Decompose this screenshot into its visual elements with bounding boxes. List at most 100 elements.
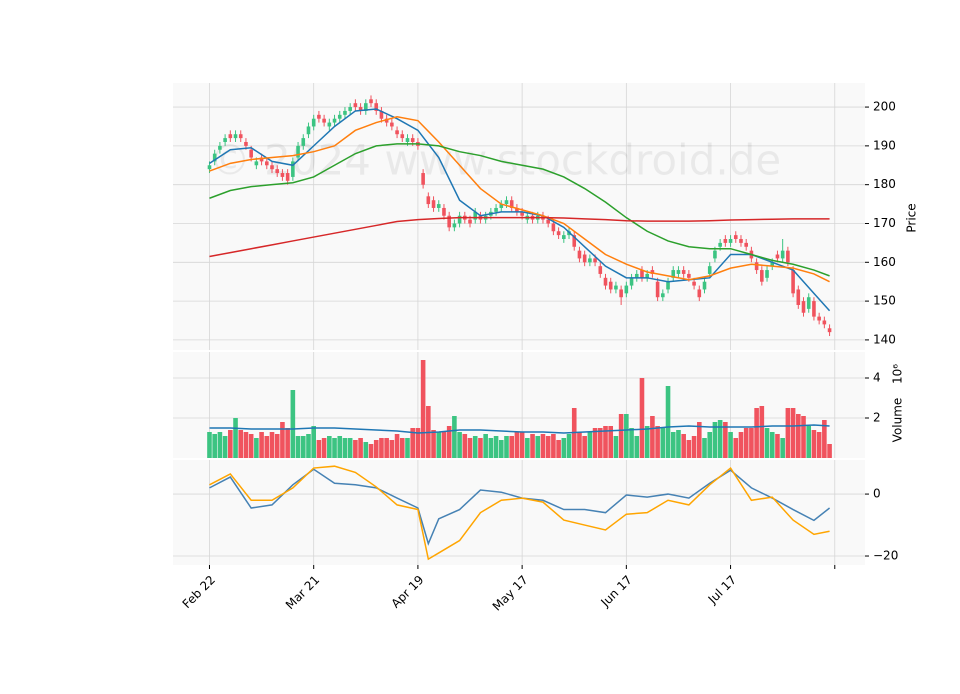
volume-bar — [233, 418, 238, 458]
candle-body — [228, 134, 233, 139]
volume-bar — [759, 406, 765, 458]
volume-bar — [613, 436, 619, 458]
volume-bar — [498, 440, 504, 458]
volume-bar — [577, 432, 582, 458]
volume-bar — [217, 432, 223, 458]
candle-body — [806, 297, 811, 309]
candle-body — [765, 270, 769, 278]
volume-bar — [624, 414, 629, 458]
candle-body — [457, 215, 462, 224]
volume-bar — [556, 440, 561, 458]
candle-body — [681, 270, 686, 274]
candle-body — [254, 161, 259, 166]
candle-body — [301, 138, 306, 146]
volume-bar — [796, 414, 801, 458]
candle-body — [676, 270, 681, 274]
candle-body — [447, 215, 451, 228]
volume-bar — [420, 360, 426, 458]
candle-body — [218, 145, 222, 150]
volume-bar — [540, 434, 546, 458]
candle-body — [400, 134, 405, 139]
candle-body — [754, 262, 759, 271]
volume-bar — [790, 408, 796, 458]
candle-body — [410, 138, 415, 142]
line — [209, 424, 830, 434]
volume-bar — [665, 386, 671, 458]
candle-body — [577, 250, 582, 259]
candle-body — [655, 281, 660, 298]
volume-bar — [337, 436, 343, 458]
candle-body — [588, 258, 592, 263]
candle-body — [327, 122, 332, 127]
candle-body — [551, 223, 556, 232]
volume-bar — [306, 434, 311, 458]
volume-bar — [618, 414, 624, 458]
volume-bar — [264, 436, 270, 458]
candle-body — [707, 266, 712, 274]
candle-body — [786, 250, 790, 263]
candle-body — [666, 281, 670, 290]
volume-bar — [254, 438, 259, 458]
candle-body — [296, 145, 300, 158]
volume-bar — [769, 432, 775, 458]
volume-bar — [405, 438, 410, 458]
volume-bar — [431, 430, 436, 458]
volume-bar — [228, 430, 233, 458]
volume-bar — [462, 434, 468, 458]
candle-body — [504, 200, 509, 205]
candle-body — [223, 138, 227, 142]
x-tick-label: May 17 — [490, 573, 531, 614]
volume-bar — [733, 438, 739, 458]
volume-bar — [754, 408, 759, 458]
line — [209, 465, 830, 561]
candle-body — [306, 126, 311, 135]
volume-bar — [509, 436, 515, 458]
candle-body — [650, 270, 655, 274]
candle-body — [322, 118, 326, 123]
volume-bar — [728, 432, 733, 458]
candle-body — [436, 204, 441, 208]
volume-bar — [327, 436, 332, 458]
y-tick-label: 0 — [873, 487, 881, 501]
candle-body — [723, 239, 728, 243]
volume-bar — [650, 416, 655, 458]
candle-body — [285, 173, 290, 181]
volume-bar — [222, 436, 228, 458]
candle-body — [775, 254, 780, 259]
volume-bar — [493, 436, 499, 458]
candle-body — [426, 196, 431, 205]
x-tick-label: Mar 21 — [283, 573, 322, 612]
volume-bar — [488, 438, 494, 458]
candle-body — [317, 114, 321, 119]
candle-body — [353, 103, 358, 108]
candle-body — [671, 270, 676, 278]
volume-bar — [504, 436, 509, 458]
candle-body — [593, 258, 597, 263]
volume-bar — [696, 422, 702, 458]
y-tick-label: 180 — [873, 177, 896, 191]
candle-body — [520, 211, 524, 216]
candle-body — [760, 270, 764, 282]
candle-body — [337, 114, 342, 119]
candle-body — [473, 211, 478, 220]
volume-bar — [248, 434, 254, 458]
candle-body — [494, 207, 498, 212]
y-tick-label: 4 — [873, 371, 881, 385]
volume-bar — [670, 432, 676, 458]
candle-body — [687, 273, 691, 278]
volume-bar — [467, 438, 473, 458]
volume-bar — [545, 436, 551, 458]
volume-bar — [342, 438, 348, 458]
candle-body — [634, 273, 639, 278]
volume-bar — [827, 444, 832, 458]
volume-bar — [238, 430, 244, 458]
volume-bar — [436, 432, 442, 458]
volume-bar — [738, 432, 744, 458]
candle-body — [515, 207, 519, 212]
volume-bar — [822, 420, 827, 458]
candle-body — [619, 289, 623, 298]
volume-bar — [717, 420, 723, 458]
line — [209, 108, 831, 312]
volume-bar — [415, 428, 421, 458]
volume-bar — [207, 432, 212, 458]
